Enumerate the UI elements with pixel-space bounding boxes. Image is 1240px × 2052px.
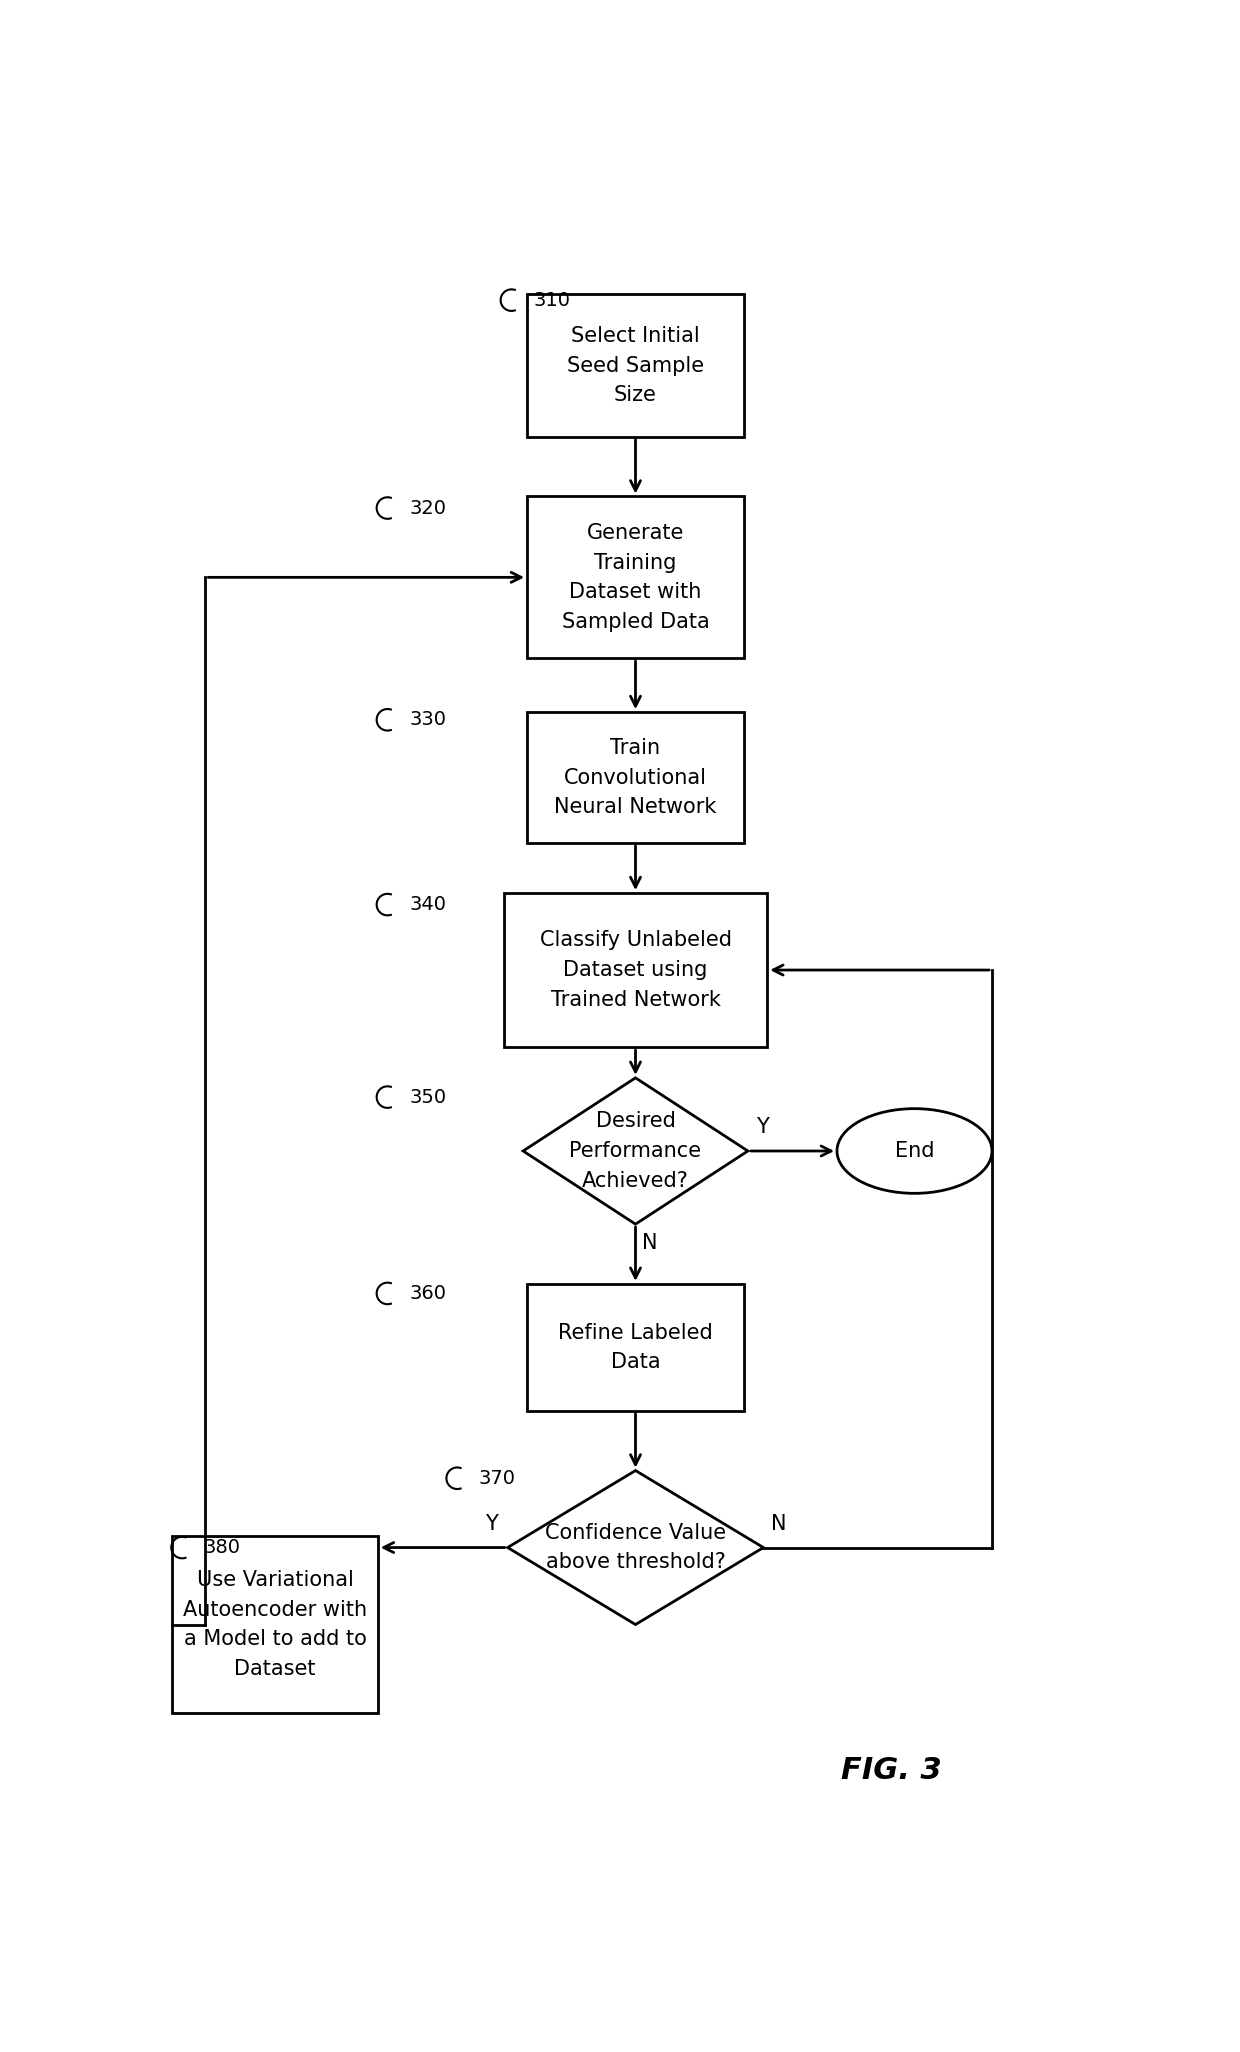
Text: Train
Convolutional
Neural Network: Train Convolutional Neural Network	[554, 739, 717, 817]
Text: 380: 380	[203, 1539, 241, 1557]
Bar	[527, 1285, 744, 1412]
Text: Y: Y	[755, 1116, 769, 1137]
Text: End: End	[895, 1141, 934, 1161]
Text: N: N	[642, 1233, 657, 1254]
Bar	[172, 1537, 378, 1713]
Text: N: N	[771, 1514, 786, 1533]
Text: Confidence Value
above threshold?: Confidence Value above threshold?	[544, 1523, 727, 1572]
Polygon shape	[507, 1471, 764, 1625]
Text: 340: 340	[409, 895, 446, 913]
Text: Y: Y	[485, 1514, 498, 1533]
Text: 310: 310	[533, 291, 570, 310]
Text: FIG. 3: FIG. 3	[841, 1757, 941, 1785]
Text: 350: 350	[409, 1088, 446, 1106]
Ellipse shape	[837, 1108, 992, 1194]
Text: Generate
Training
Dataset with
Sampled Data: Generate Training Dataset with Sampled D…	[562, 523, 709, 632]
Polygon shape	[523, 1077, 748, 1225]
Text: Classify Unlabeled
Dataset using
Trained Network: Classify Unlabeled Dataset using Trained…	[539, 930, 732, 1010]
Text: Use Variational
Autoencoder with
a Model to add to
Dataset: Use Variational Autoencoder with a Model…	[184, 1570, 367, 1679]
Bar	[527, 293, 744, 437]
Text: Desired
Performance
Achieved?: Desired Performance Achieved?	[569, 1112, 702, 1190]
Text: 330: 330	[409, 710, 446, 728]
Text: 320: 320	[409, 499, 446, 517]
Text: Select Initial
Seed Sample
Size: Select Initial Seed Sample Size	[567, 326, 704, 404]
Bar	[503, 893, 768, 1047]
Text: 360: 360	[409, 1285, 446, 1303]
Bar	[527, 712, 744, 843]
Text: 370: 370	[479, 1469, 516, 1488]
Text: Refine Labeled
Data: Refine Labeled Data	[558, 1324, 713, 1373]
Bar	[527, 497, 744, 659]
